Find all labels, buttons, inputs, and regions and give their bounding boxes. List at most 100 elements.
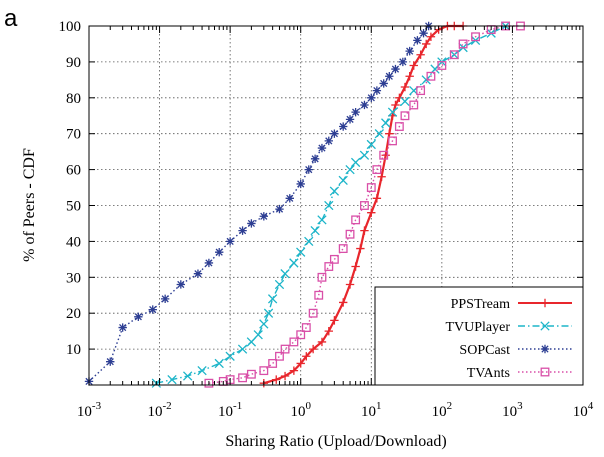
data-point bbox=[272, 375, 281, 384]
data-point bbox=[471, 32, 480, 42]
x-tick-label: 101 bbox=[361, 400, 382, 420]
data-point bbox=[296, 179, 305, 189]
data-point bbox=[238, 373, 247, 383]
data-point bbox=[400, 82, 410, 92]
data-point bbox=[314, 290, 324, 300]
data-point bbox=[289, 258, 299, 268]
panel-label: a bbox=[4, 5, 18, 32]
data-point bbox=[377, 172, 386, 181]
data-point bbox=[330, 129, 339, 138]
series-PPSTream bbox=[259, 21, 468, 388]
data-point bbox=[351, 107, 360, 117]
data-point bbox=[367, 208, 376, 217]
data-point bbox=[304, 236, 314, 247]
series-TVUPlayer bbox=[151, 21, 511, 388]
data-point bbox=[345, 115, 355, 124]
legend-marker bbox=[540, 367, 550, 377]
data-point bbox=[268, 359, 278, 368]
data-point bbox=[400, 96, 410, 107]
y-tick-label: 30 bbox=[66, 270, 81, 286]
data-point bbox=[416, 50, 425, 59]
data-point bbox=[259, 212, 269, 221]
legend-label: TVAnts bbox=[467, 366, 510, 381]
data-point bbox=[160, 294, 170, 304]
data-point bbox=[388, 136, 397, 146]
x-tick-label: 102 bbox=[432, 400, 453, 420]
data-point bbox=[167, 374, 177, 385]
data-point bbox=[405, 72, 414, 81]
data-point bbox=[296, 359, 305, 368]
data-point bbox=[296, 330, 306, 340]
data-point bbox=[360, 100, 369, 110]
data-point bbox=[351, 215, 361, 225]
data-point bbox=[422, 39, 431, 49]
data-point bbox=[398, 57, 408, 67]
data-point bbox=[324, 262, 334, 271]
data-point bbox=[391, 100, 400, 110]
data-point bbox=[275, 351, 284, 361]
data-point bbox=[385, 72, 394, 81]
data-point bbox=[394, 122, 404, 131]
data-point bbox=[215, 247, 224, 257]
data-point bbox=[253, 330, 263, 340]
data-point bbox=[247, 219, 256, 228]
data-point bbox=[426, 71, 436, 81]
data-point bbox=[345, 280, 355, 289]
data-point bbox=[296, 247, 306, 257]
data-point bbox=[106, 357, 115, 366]
data-point bbox=[310, 225, 320, 236]
data-point bbox=[360, 226, 369, 235]
data-point bbox=[345, 164, 355, 175]
data-point bbox=[310, 154, 320, 164]
data-point bbox=[308, 344, 318, 354]
data-point bbox=[329, 186, 340, 196]
legend: PPSTream TVUPlayer SOPCast TVAnts bbox=[374, 286, 584, 386]
legend-marker bbox=[540, 344, 550, 354]
data-point bbox=[381, 118, 391, 128]
data-point bbox=[372, 165, 382, 175]
data-point bbox=[356, 244, 365, 253]
data-point bbox=[366, 139, 376, 150]
data-point bbox=[345, 229, 355, 239]
y-tick-label: 50 bbox=[66, 199, 81, 215]
data-point bbox=[379, 79, 388, 88]
data-point bbox=[329, 254, 339, 264]
data-point bbox=[301, 323, 311, 332]
data-point bbox=[289, 337, 299, 347]
legend-label: PPSTream bbox=[451, 297, 511, 312]
data-point bbox=[409, 61, 418, 70]
data-point bbox=[338, 175, 348, 186]
data-point bbox=[330, 316, 339, 325]
y-tick-label: 40 bbox=[66, 234, 81, 250]
data-point bbox=[289, 366, 299, 375]
data-point bbox=[304, 165, 313, 174]
data-point bbox=[324, 200, 334, 211]
data-point bbox=[437, 61, 447, 70]
data-point bbox=[285, 194, 294, 203]
legend-label: SOPCast bbox=[459, 343, 510, 358]
legend-marker bbox=[540, 321, 550, 331]
data-point bbox=[237, 344, 248, 354]
series-SOPCast bbox=[84, 21, 433, 386]
y-axis-label: % of Peers - CDF bbox=[21, 148, 38, 262]
x-tick-label: 100 bbox=[290, 400, 311, 420]
data-point bbox=[391, 64, 400, 74]
data-point bbox=[366, 183, 376, 192]
y-tick-label: 100 bbox=[59, 19, 82, 35]
data-point bbox=[246, 337, 257, 347]
data-point bbox=[225, 237, 235, 246]
data-point bbox=[426, 32, 436, 41]
x-tick-label: 10-2 bbox=[147, 400, 171, 420]
data-point bbox=[405, 46, 414, 56]
data-point bbox=[421, 75, 431, 85]
data-point bbox=[339, 122, 348, 131]
data-point bbox=[182, 371, 193, 381]
data-point bbox=[458, 39, 468, 49]
data-point bbox=[359, 150, 370, 160]
data-point bbox=[367, 93, 376, 102]
data-point bbox=[324, 136, 333, 146]
data-point bbox=[324, 326, 333, 336]
x-tick-labels: 10-3 10-2 10-1 100 101 102 103 104 bbox=[77, 400, 594, 420]
data-point bbox=[134, 312, 143, 321]
data-point bbox=[302, 352, 311, 361]
